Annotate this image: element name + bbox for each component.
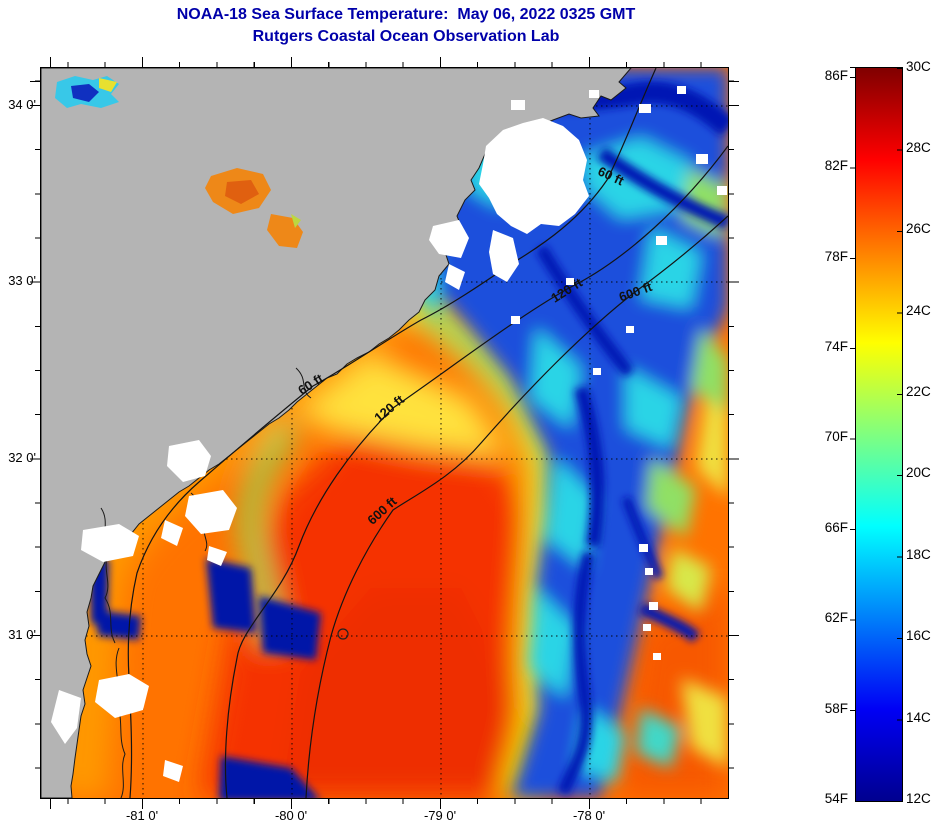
lon-label-80: -80 0'	[274, 808, 308, 823]
figure-subtitle: Rutgers Coastal Ocean Observation Lab	[252, 28, 560, 45]
cb-label-28c: 28C	[906, 140, 931, 155]
depth-contours	[127, 68, 728, 798]
cb-label-24c: 24C	[906, 303, 931, 318]
map-panel: 60 ft 120 ft 600 ft 60 ft 120 ft 600 ft	[40, 67, 729, 799]
cb-label-66f: 66F	[824, 520, 848, 535]
cb-label-30c: 30C	[906, 59, 931, 74]
y-axis-right-minor-ticks	[729, 67, 734, 798]
lat-label-33: 33 0'	[8, 273, 36, 288]
cb-label-18c: 18C	[906, 547, 931, 562]
cb-label-62f: 62F	[824, 610, 848, 625]
lat-label-31: 31 0'	[8, 627, 36, 642]
sst-map-graphic: 60 ft 120 ft 600 ft 60 ft 120 ft 600 ft	[41, 68, 728, 798]
lon-label-79: -79 0'	[423, 808, 457, 823]
y-axis-right-major-ticks	[729, 67, 739, 798]
cb-label-82f: 82F	[824, 158, 848, 173]
cb-label-70f: 70F	[824, 429, 848, 444]
cb-label-20c: 20C	[906, 465, 931, 480]
cb-label-86f: 86F	[824, 68, 848, 83]
inland-lakes	[55, 76, 303, 248]
cb-label-58f: 58F	[824, 701, 848, 716]
lat-label-32: 32 0'	[8, 450, 36, 465]
figure-title: NOAA-18 Sea Surface Temperature: May 06,…	[176, 6, 636, 23]
station-marker-circle	[337, 628, 349, 640]
cb-label-22c: 22C	[906, 384, 931, 399]
cb-label-74f: 74F	[824, 339, 848, 354]
x-axis-bottom-minor-ticks	[40, 799, 728, 804]
cb-label-14c: 14C	[906, 710, 931, 725]
y-axis-left-major-ticks	[30, 67, 40, 798]
cb-label-78f: 78F	[824, 249, 848, 264]
lon-label-81: -81 0'	[125, 808, 159, 823]
lat-label-34: 34 0'	[8, 97, 36, 112]
cloud-mask	[51, 86, 727, 782]
temperature-colorbar	[855, 67, 903, 802]
cb-label-54f: 54F	[824, 791, 848, 806]
x-axis-top-major-ticks	[40, 57, 728, 67]
cb-label-12c: 12C	[906, 791, 931, 806]
cb-label-26c: 26C	[906, 221, 931, 236]
cb-label-16c: 16C	[906, 628, 931, 643]
lon-label-78: -78 0'	[572, 808, 606, 823]
